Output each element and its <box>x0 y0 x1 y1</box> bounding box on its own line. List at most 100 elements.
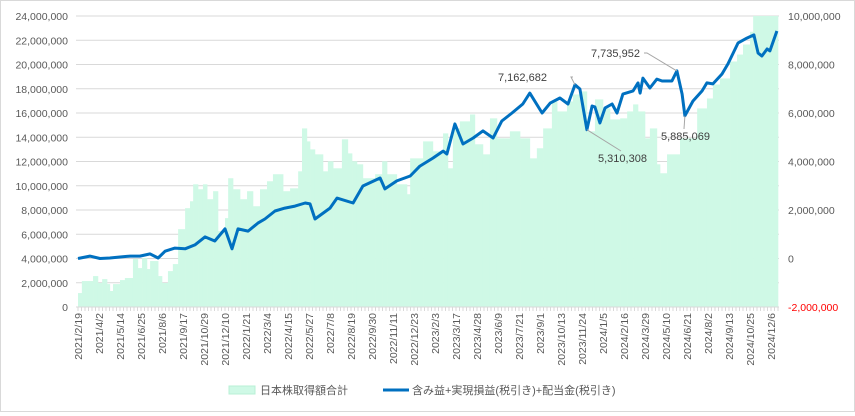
right-axis-tick-label: 4,000,000 <box>788 157 835 169</box>
left-axis-tick-label: 16,000,000 <box>15 108 68 120</box>
bar <box>78 293 82 307</box>
bar <box>168 271 173 307</box>
bar <box>557 111 567 307</box>
bar <box>483 154 490 307</box>
bar <box>110 291 113 307</box>
bar <box>120 280 125 307</box>
left-axis-tick-label: 8,000,000 <box>21 205 68 217</box>
bar <box>650 128 657 307</box>
x-axis-tick-label: 2021/10/29 <box>199 313 211 366</box>
left-axis-tick-label: 20,000,000 <box>15 60 68 72</box>
bar <box>342 139 348 307</box>
x-axis-tick-label: 2022/4/15 <box>283 313 295 360</box>
right-axis-tick-label: 6,000,000 <box>788 108 835 120</box>
bar <box>633 104 638 307</box>
bar <box>138 268 143 307</box>
bar <box>470 114 475 307</box>
bar <box>298 171 302 307</box>
x-axis-tick-label: 2023/7/21 <box>514 313 526 360</box>
right-axis-tick-label: 8,000,000 <box>788 60 835 72</box>
bar <box>720 78 730 307</box>
left-axis-tick-label: 10,000,000 <box>15 181 68 193</box>
x-axis: 2021/2/19 2021/4/2 2021/5/14 2021/6/25 2021/… <box>73 307 779 366</box>
bar <box>453 128 460 307</box>
x-axis-tick-label: 2024/10/25 <box>745 313 757 366</box>
bar <box>448 168 453 307</box>
bar <box>375 174 382 307</box>
annotation-leader-line <box>571 77 575 85</box>
bar <box>352 161 357 307</box>
bar <box>185 208 190 307</box>
x-axis-tick-label: 2023/11/24 <box>577 313 589 365</box>
bar <box>573 94 580 307</box>
bar <box>260 189 267 307</box>
bar <box>190 201 193 307</box>
left-axis-tick-label: 4,000,000 <box>21 254 68 266</box>
legend-label-line: 含み益+実現損益(税引き)+配当金(税引き) <box>412 383 616 397</box>
bar <box>302 128 307 307</box>
bar <box>552 101 558 307</box>
bar <box>107 284 110 307</box>
x-axis-tick-label: 2023/2/3 <box>430 313 442 354</box>
bar <box>737 55 743 307</box>
bar <box>178 229 185 307</box>
x-axis-tick-label: 2022/7/8 <box>325 313 337 354</box>
bar <box>753 16 778 307</box>
bar <box>147 269 150 307</box>
annotation-leader-line <box>684 116 685 129</box>
bar <box>510 131 520 307</box>
bar <box>730 61 737 307</box>
bar <box>407 194 410 307</box>
bar <box>638 111 645 307</box>
x-axis-tick-label: 2021/5/14 <box>115 313 127 360</box>
bar <box>98 283 103 307</box>
x-axis-tick-label: 2022/12/23 <box>409 313 421 366</box>
left-axis: 02,000,0004,000,0006,000,0008,000,00010,… <box>15 11 68 314</box>
bar <box>348 153 353 307</box>
bar <box>328 161 334 307</box>
bar <box>323 171 328 307</box>
bar <box>267 181 273 307</box>
x-axis-tick-label: 2022/1/21 <box>241 313 253 360</box>
x-axis-tick-label: 2021/8/6 <box>157 313 169 354</box>
bar <box>213 191 218 307</box>
bar <box>490 118 497 307</box>
bar <box>443 133 448 307</box>
x-axis-tick-label: 2024/3/29 <box>640 313 652 360</box>
bar <box>387 174 397 307</box>
bar <box>125 278 133 307</box>
bar <box>475 144 483 307</box>
bar <box>433 151 443 307</box>
bar <box>537 148 544 307</box>
x-axis-tick-label: 2022/9/30 <box>367 313 379 360</box>
bar <box>315 154 323 307</box>
left-axis-tick-label: 0 <box>62 302 68 314</box>
right-axis-tick-label: 0 <box>788 254 794 266</box>
bar <box>203 184 208 307</box>
x-axis-tick-label: 2024/6/21 <box>682 313 694 360</box>
right-axis-tick-label: 10,000,000 <box>788 11 841 23</box>
x-axis-tick-label: 2024/5/10 <box>661 313 673 360</box>
bar <box>142 258 147 307</box>
data-label: 7,162,682 <box>498 72 547 84</box>
x-axis-tick-label: 2023/3/17 <box>451 313 463 360</box>
x-axis-tick-label: 2021/6/25 <box>136 313 148 360</box>
x-axis-tick-label: 2024/8/2 <box>703 313 715 354</box>
x-axis-tick-label: 2022/11/11 <box>388 313 400 364</box>
bar <box>310 149 315 307</box>
bar <box>587 131 595 307</box>
bar <box>150 261 158 307</box>
x-axis-tick-label: 2021/2/19 <box>73 313 85 360</box>
bar <box>750 32 753 307</box>
bar <box>543 128 552 307</box>
bar <box>707 98 713 307</box>
bar <box>207 199 213 307</box>
bar <box>162 283 168 307</box>
x-axis-tick-label: 2021/4/2 <box>94 313 106 354</box>
x-axis-tick-label: 2024/12/6 <box>766 313 778 360</box>
x-axis-tick-label: 2022/8/19 <box>346 313 358 360</box>
bar <box>102 279 107 307</box>
bar <box>530 158 537 307</box>
bar <box>660 173 667 307</box>
